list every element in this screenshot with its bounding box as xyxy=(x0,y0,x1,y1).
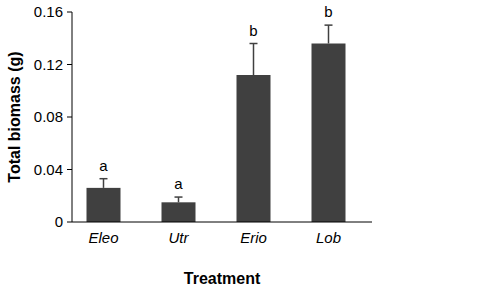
bar xyxy=(237,75,271,222)
bar xyxy=(312,44,346,223)
error-stem xyxy=(328,25,330,43)
chart: a a b b 0 0.04 0.08 0.12 0.16 Eleo Utr Erio Lob Treat… xyxy=(0,0,500,296)
error-cap xyxy=(250,43,258,45)
y-tick xyxy=(67,12,72,13)
error-bar xyxy=(250,44,258,76)
error-cap xyxy=(175,196,183,198)
y-tick xyxy=(67,169,72,170)
error-stem xyxy=(253,44,255,76)
bar xyxy=(162,202,196,222)
chart-container: a a b b 0 0.04 0.08 0.12 0.16 Eleo Utr Erio Lob Treat… xyxy=(0,0,500,296)
x-axis xyxy=(72,222,372,223)
y-tick xyxy=(67,64,72,65)
error-bar xyxy=(175,197,183,202)
x-tick-label: Eleo xyxy=(88,229,118,246)
x-tick-label: Erio xyxy=(240,229,267,246)
y-tick xyxy=(67,222,72,223)
error-stem xyxy=(103,179,105,188)
significance-letter: b xyxy=(324,3,332,20)
y-tick-label: 0 xyxy=(55,213,63,230)
error-cap xyxy=(325,24,333,26)
bar xyxy=(87,188,121,222)
bars xyxy=(87,25,346,222)
y-tick xyxy=(67,117,72,118)
y-tick-label: 0.04 xyxy=(34,161,63,178)
error-bar xyxy=(325,25,333,43)
error-bar xyxy=(100,179,108,188)
y-tick-label: 0.08 xyxy=(34,108,63,125)
y-axis-label: Total biomass (g) xyxy=(6,51,23,182)
y-tick-label: 0.12 xyxy=(34,56,63,73)
x-tick-label: Lob xyxy=(316,229,341,246)
error-stem xyxy=(178,197,180,202)
x-tick-label: Utr xyxy=(169,229,190,246)
significance-letter: a xyxy=(99,157,108,174)
y-tick-label: 0.16 xyxy=(34,3,63,20)
x-axis-label: Treatment xyxy=(184,270,261,287)
significance-letter: a xyxy=(174,175,183,192)
significance-letter: b xyxy=(249,22,257,39)
error-cap xyxy=(100,178,108,180)
